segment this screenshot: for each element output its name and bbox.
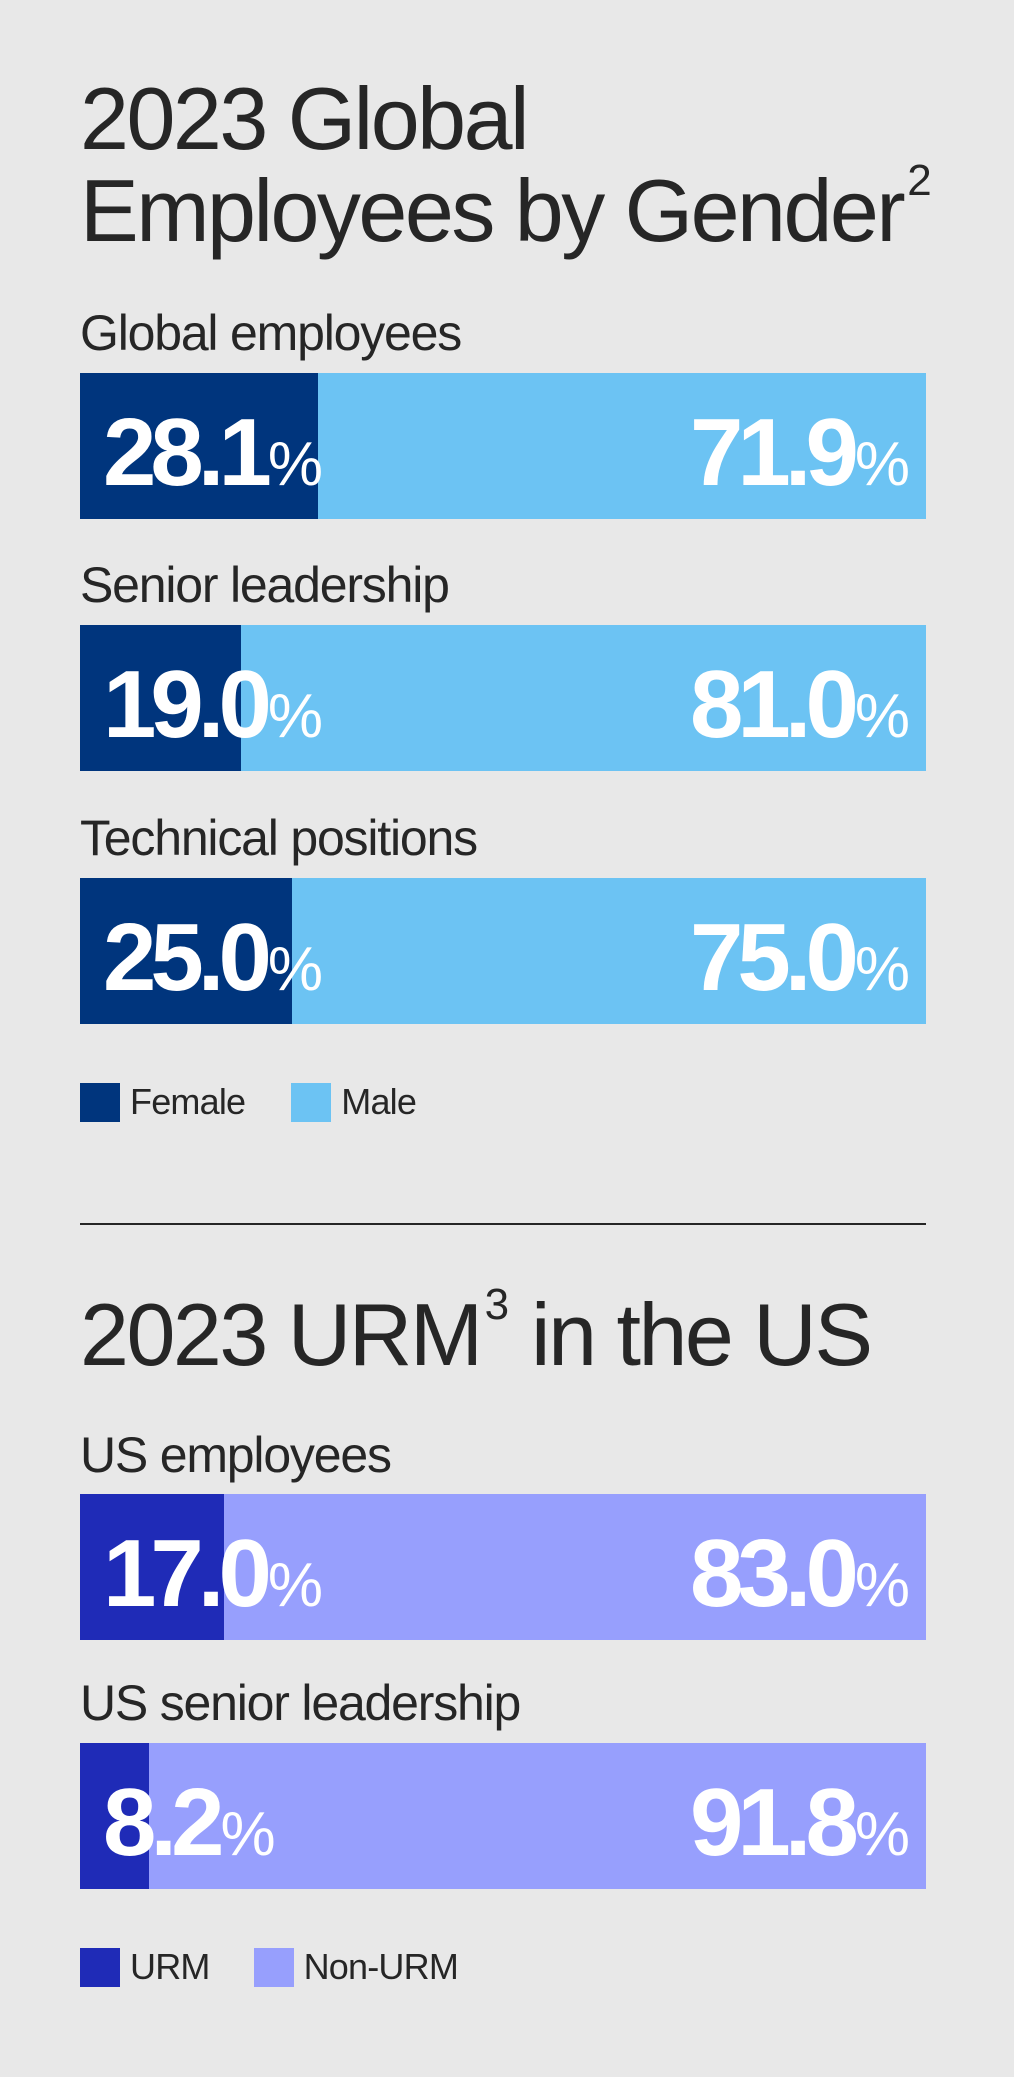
value-male: 81.0% <box>690 651 910 758</box>
title-line-1: 2023 Global <box>80 69 530 168</box>
row-label-senior-leadership: Senior leadership <box>80 557 450 613</box>
bar-segment-female <box>80 878 292 1024</box>
value-urm: 8.2% <box>103 1769 276 1876</box>
legend-label-non-urm: Non-URM <box>303 1946 459 1987</box>
row-label-us-senior-leadership: US senior leadership <box>80 1675 521 1731</box>
bar-segment-male <box>240 625 926 771</box>
value-urm: 17.0% <box>103 1520 323 1627</box>
value-male: 75.0% <box>690 904 910 1011</box>
bar-technical-positions: 25.0% 75.0% <box>80 878 926 1024</box>
bar-segment-urm <box>80 1494 224 1640</box>
gender-legend: Female Male <box>80 1082 462 1122</box>
legend-swatch-non-urm <box>253 1947 294 1987</box>
row-label-global-employees: Global employees <box>80 305 462 361</box>
bar-segment-male <box>317 373 926 519</box>
legend-swatch-female <box>80 1082 120 1122</box>
row-label-technical-positions: Technical positions <box>80 810 478 866</box>
value-non-urm: 91.8% <box>690 1769 910 1876</box>
bar-segment-urm <box>80 1743 150 1889</box>
title-line-2: Employees by Gender2 <box>80 156 932 260</box>
legend-swatch-urm <box>80 1947 120 1987</box>
bar-segment-male <box>291 878 926 1024</box>
value-male: 71.9% <box>690 399 910 506</box>
value-female: 25.0% <box>103 904 323 1011</box>
bar-global-employees: 28.1% 71.9% <box>80 373 926 519</box>
value-female: 19.0% <box>103 651 323 758</box>
bar-us-employees: 17.0% 83.0% <box>80 1494 926 1640</box>
urm-section-title: 2023 URM3 in the US <box>80 1280 873 1384</box>
legend-label-male: Male <box>341 1081 417 1122</box>
row-label-us-employees: US employees <box>80 1427 392 1483</box>
bar-segment-female <box>80 625 241 771</box>
gender-section-title: 2023 Global Employees by Gender2 <box>80 73 932 257</box>
bar-senior-leadership: 19.0% 81.0% <box>80 625 926 771</box>
value-non-urm: 83.0% <box>690 1520 910 1627</box>
legend-label-female: Female <box>130 1081 246 1122</box>
legend-label-urm: URM <box>130 1946 210 1987</box>
section-divider <box>80 1223 926 1225</box>
bar-segment-non-urm <box>149 1743 926 1889</box>
bar-segment-non-urm <box>223 1494 926 1640</box>
footnote-marker: 2 <box>907 156 932 205</box>
bar-segment-female <box>80 373 318 519</box>
footnote-marker: 3 <box>484 1280 510 1329</box>
legend-swatch-male <box>291 1082 332 1122</box>
urm-legend: URM Non-URM <box>80 1947 504 1987</box>
bar-us-senior-leadership: 8.2% 91.8% <box>80 1743 926 1889</box>
value-female: 28.1% <box>103 399 323 506</box>
